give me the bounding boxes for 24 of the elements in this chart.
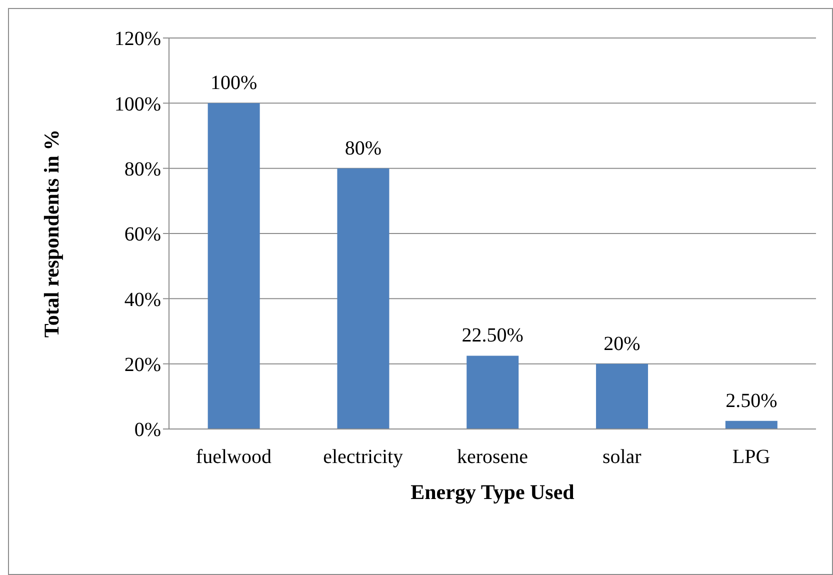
y-tick-label: 40%: [124, 288, 161, 311]
y-tick-label: 20%: [124, 354, 161, 376]
y-tick-label: 0%: [134, 419, 161, 442]
x-tick-label: LPG: [732, 446, 770, 468]
data-label: 20%: [604, 332, 640, 355]
bar: [208, 103, 260, 429]
bar: [725, 420, 778, 429]
x-tick-label: electricity: [323, 446, 404, 468]
data-label: 22.50%: [462, 324, 524, 347]
data-label: 100%: [210, 72, 258, 94]
x-tick-label: solar: [602, 446, 642, 468]
data-label: 2.50%: [726, 390, 778, 412]
y-tick-label: 120%: [114, 28, 161, 50]
data-label: 80%: [344, 137, 382, 160]
bar: [596, 364, 648, 429]
y-tick-label: 100%: [114, 93, 161, 116]
bar: [466, 356, 519, 429]
y-axis-title: Total respondents in %: [39, 129, 64, 338]
x-tick-label: fuelwood: [196, 446, 272, 468]
x-tick-label: kerosene: [456, 446, 528, 468]
y-tick-label: 80%: [124, 158, 161, 180]
y-tick-label: 60%: [124, 224, 161, 246]
bar: [337, 168, 390, 429]
x-axis-title: Energy Type Used: [410, 480, 575, 504]
